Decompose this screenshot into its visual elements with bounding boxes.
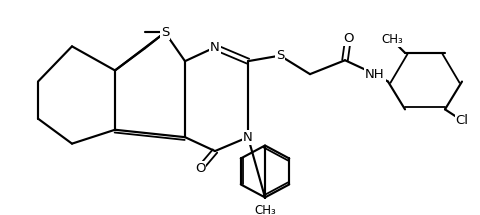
Text: Cl: Cl xyxy=(456,114,468,127)
Text: S: S xyxy=(161,26,169,39)
Text: N: N xyxy=(243,131,253,144)
Text: CH₃: CH₃ xyxy=(254,204,276,215)
Text: O: O xyxy=(343,32,353,45)
Text: S: S xyxy=(276,49,284,62)
Text: CH₃: CH₃ xyxy=(381,33,403,46)
Text: O: O xyxy=(195,162,205,175)
Text: NH: NH xyxy=(365,68,385,81)
Text: N: N xyxy=(210,41,220,54)
